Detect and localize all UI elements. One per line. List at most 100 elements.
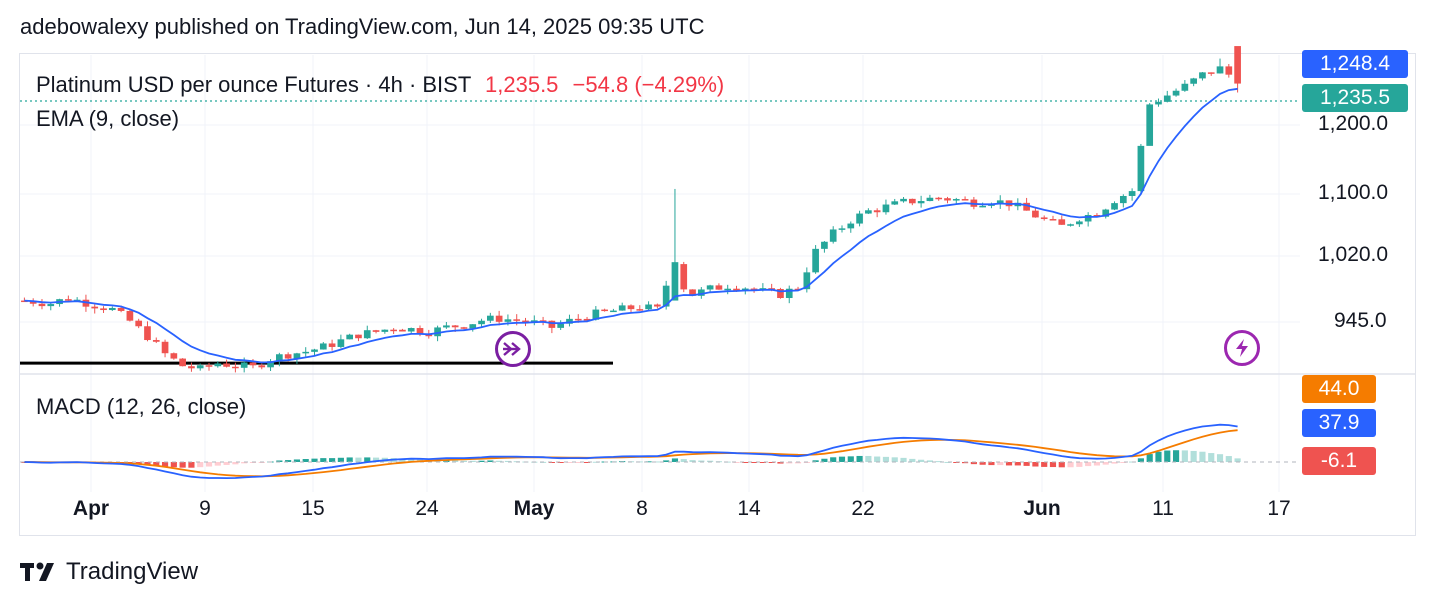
time-tick: 9 [199, 497, 211, 520]
macd-histogram-bar [1181, 450, 1188, 462]
macd-histogram-bar [1005, 462, 1013, 466]
macd-histogram-bar [399, 458, 406, 462]
macd-histogram-bar [689, 460, 696, 462]
candle-body [144, 326, 151, 341]
candle-body [645, 304, 652, 310]
tradingview-logo-icon [20, 562, 54, 581]
candle-body [1084, 214, 1092, 222]
macd-histogram-bar [1049, 462, 1057, 468]
candle-body [741, 288, 749, 291]
macd-histogram-bar [1120, 462, 1127, 463]
candle-body [1190, 78, 1197, 84]
alert-button[interactable] [1224, 330, 1260, 366]
macd-histogram-bar [926, 460, 933, 462]
candle-body [232, 366, 239, 369]
candle-body [1216, 66, 1224, 74]
macd-histogram-bar [179, 462, 186, 468]
candle-body [478, 320, 485, 325]
price-tick: 945.0 [1334, 309, 1387, 332]
candle-body [223, 363, 230, 367]
macd-histogram-bar [320, 458, 327, 462]
candle-body [812, 248, 819, 273]
candle-body [671, 262, 679, 301]
candle-body [803, 272, 811, 290]
macd-histogram-bar [1093, 462, 1101, 466]
candle-body [1049, 219, 1057, 221]
candle-body [152, 340, 160, 342]
macd-histogram-bar [698, 460, 705, 462]
price-tick: 1,100.0 [1318, 181, 1389, 204]
macd-histogram-bar [205, 462, 213, 467]
candle-body [838, 228, 846, 230]
macd-histogram-bar [821, 458, 828, 462]
macd-histogram-bar [671, 458, 679, 462]
ema-value-tag: 1,248.4 [1302, 50, 1408, 78]
macd-histogram-bar [768, 462, 775, 463]
macd-histogram-bar [575, 462, 582, 463]
price-change: −54.8 (−4.29%) [572, 72, 725, 97]
candle-body [697, 289, 705, 296]
candle-body [1040, 217, 1048, 220]
macd-histogram-bar [214, 462, 221, 466]
macd-histogram-bar [1199, 451, 1206, 462]
macd-histogram-bar [944, 461, 951, 463]
macd-histogram-bar [232, 462, 239, 465]
candle-body [319, 343, 327, 350]
macd-histogram-bar [856, 455, 863, 462]
macd-histogram-bar [847, 456, 854, 462]
macd-histogram-bar [1076, 462, 1083, 467]
candle-body [733, 288, 740, 291]
ema-legend: EMA (9, close) [36, 106, 180, 131]
macd-histogram-bar [812, 460, 819, 462]
candle-body [794, 288, 802, 291]
time-tick: Jun [1023, 497, 1061, 520]
macd-histogram-bar [786, 462, 793, 464]
time-tick: 22 [851, 497, 875, 520]
macd-histogram-bar [1102, 462, 1109, 465]
candle-body [407, 328, 415, 332]
macd-histogram-bar [1111, 462, 1118, 464]
candle-body [390, 329, 397, 332]
macd-histogram-bar [1023, 462, 1030, 466]
candle-body [65, 299, 72, 301]
macd-histogram-bar [408, 458, 415, 462]
candle-body [750, 288, 758, 291]
candle-body [47, 304, 55, 307]
macd-histogram-bar [645, 461, 652, 463]
candle-body [337, 339, 345, 347]
candle-body [1032, 210, 1039, 218]
candle-body [873, 210, 881, 213]
candle-body [249, 362, 257, 366]
candle-body [636, 309, 644, 311]
candle-body [785, 288, 793, 299]
candle-body [1163, 95, 1171, 102]
candle-body [715, 285, 723, 290]
candle-body [680, 264, 688, 290]
candle-body [724, 288, 732, 291]
candle-body [91, 306, 99, 309]
candle-body [1137, 145, 1145, 192]
macd-histogram-bar [153, 462, 160, 466]
macd-histogram-bar [777, 462, 784, 464]
candle-body [627, 305, 635, 310]
candle-body [363, 330, 371, 339]
candle-body [416, 328, 424, 334]
candle-body [284, 354, 292, 359]
macd-histogram-bar [1014, 462, 1021, 466]
macd-histogram-bar [1216, 454, 1224, 462]
candle-body [1199, 72, 1206, 79]
candle-body [522, 320, 529, 323]
macd-histogram-bar [654, 461, 661, 463]
macd-histogram-bar [900, 457, 907, 462]
candle-body [1128, 191, 1136, 196]
macd-histogram-bar [882, 456, 890, 462]
candle-body [460, 327, 468, 329]
time-tick: 8 [636, 497, 648, 520]
candle-body [381, 329, 389, 332]
candle-body [486, 315, 494, 321]
candle-body [1146, 104, 1154, 146]
candle-body [240, 362, 248, 368]
replay-button[interactable] [495, 331, 531, 367]
macd-histogram-bar [830, 457, 837, 462]
